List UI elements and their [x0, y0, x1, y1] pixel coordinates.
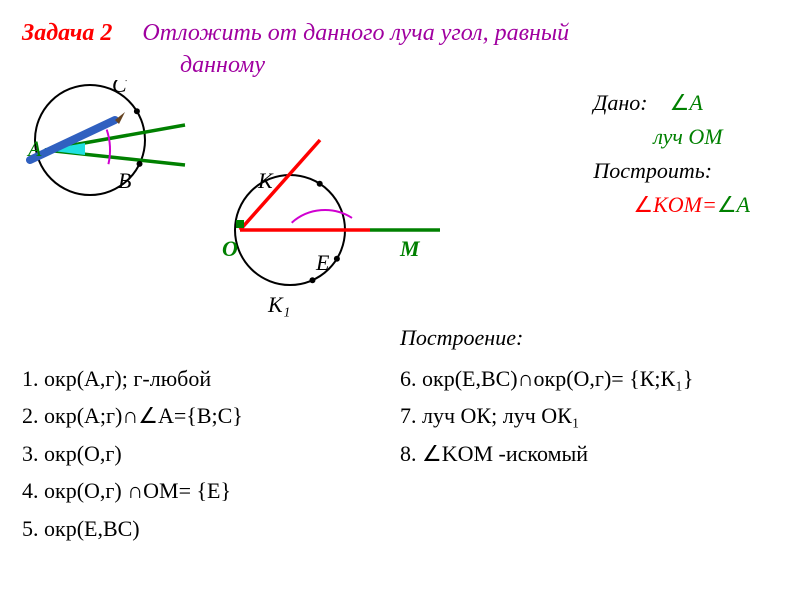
task-text2: данному — [180, 52, 265, 79]
construct-label: Построить: — [593, 158, 712, 183]
given-block: Дано: ∠A луч ОМ Построить: ∠KOM=∠A — [593, 90, 750, 226]
goal-right: A — [737, 192, 750, 217]
step-3: 3. окр(О,г) — [22, 435, 243, 472]
step-4: 4. окр(О,г) ∩OM= {E} — [22, 472, 243, 509]
task-text1: Отложить от данного луча угол, равный — [142, 20, 569, 46]
diagram-label-M: M — [399, 236, 421, 261]
goal-left: KOM= — [653, 192, 717, 217]
diagram-label-E: E — [315, 250, 330, 275]
diagram-svg: A B C К К₁ E O M — [10, 80, 490, 340]
diagram: A B C К К₁ E O M — [10, 80, 490, 340]
dano-label: Дано: — [593, 90, 647, 115]
steps-right: 6. окр(Е,ВС)∩окр(О,г)= {К;К₁} 7. луч ОК;… — [400, 360, 693, 472]
diagram-label-B: B — [118, 168, 131, 193]
construction-header: Построение: — [400, 325, 523, 351]
ray-OM-text: луч ОМ — [653, 124, 722, 149]
diagram-label-C: C — [112, 80, 127, 97]
step-7: 7. луч ОК; луч ОК₁ — [400, 397, 693, 434]
steps-left: 1. окр(А,г); г-любой 2. окр(А;г)∩∠A={B;C… — [22, 360, 243, 547]
step-6: 6. окр(Е,ВС)∩окр(О,г)= {К;К₁} — [400, 360, 693, 397]
step-8: 8. ∠KOM -искомый — [400, 435, 693, 472]
angle-A: A — [689, 90, 702, 115]
diagram-label-O: O — [222, 236, 238, 261]
step-5: 5. окр(Е,ВС) — [22, 510, 243, 547]
diagram-label-K: К — [257, 168, 274, 193]
title-row: Задача 2 Отложить от данного луча угол, … — [22, 20, 569, 47]
angle-symbol: ∠ — [670, 90, 690, 115]
diagram-label-A: A — [26, 136, 42, 161]
step-1: 1. окр(А,г); г-любой — [22, 360, 243, 397]
step-2: 2. окр(А;г)∩∠A={B;C} — [22, 397, 243, 434]
diagram-label-K1: К₁ — [267, 292, 290, 317]
task-label: Задача 2 — [22, 20, 112, 46]
